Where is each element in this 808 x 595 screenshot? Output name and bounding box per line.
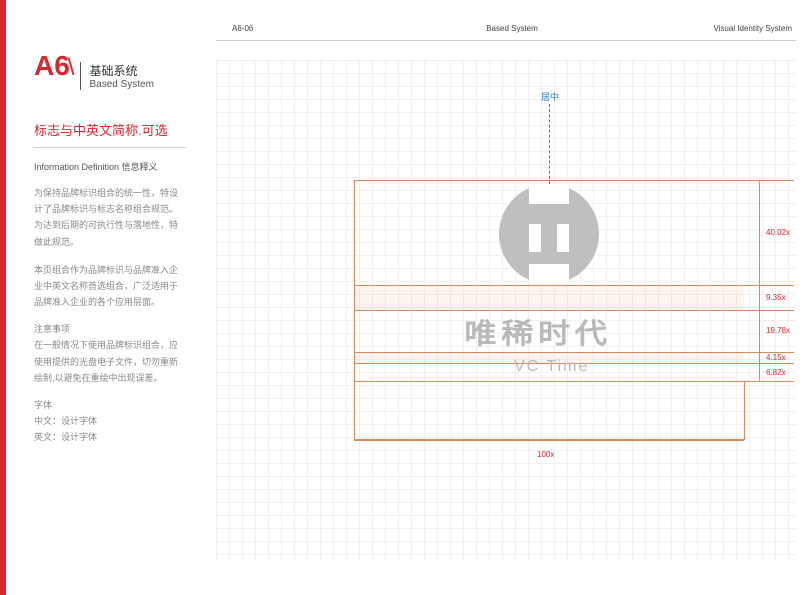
measure-5: 6.82x	[766, 368, 786, 377]
center-label: 居中	[541, 90, 559, 103]
bottom-tick-r	[744, 381, 745, 440]
header-right: Visual Identity System	[713, 24, 792, 33]
measure-bottom: 100x	[537, 450, 554, 459]
bottom-guide	[354, 440, 744, 441]
section-labels: 基础系统 Based System	[80, 62, 153, 90]
h-guide-2	[354, 285, 794, 286]
logo-mark	[499, 184, 599, 284]
section-name-cn: 基础系统	[89, 62, 153, 79]
header-center: Based System	[486, 24, 538, 33]
section-name-en: Based System	[89, 79, 153, 90]
left-panel: A6 \ 基础系统 Based System 标志与中英文简称.可选 Infor…	[6, 0, 204, 595]
section-code: A6	[34, 50, 70, 82]
measure-3: 19.78x	[766, 326, 790, 335]
measure-1: 40.02x	[766, 228, 790, 237]
font-en: 英文：设计字体	[34, 429, 186, 445]
section-slash: \	[68, 54, 75, 82]
notice-body: 在一般情况下使用品牌标识组合，应使用提供的光盘电子文件，切勿重新绘制,以避免在重…	[34, 337, 186, 386]
h-guide-1	[354, 180, 794, 181]
logo-text-en: VC Time	[514, 358, 589, 376]
strip-top	[354, 285, 744, 310]
measure-4: 4.15x	[766, 353, 786, 362]
logo-text-cn: 唯稀时代	[464, 312, 611, 352]
header-left: A6-06	[232, 24, 253, 33]
measure-2: 9.35x	[766, 293, 786, 302]
h-guide-6	[354, 381, 794, 382]
notice-heading: 注意事项	[34, 322, 186, 335]
font-heading: 字体	[34, 398, 186, 411]
header-row: A6-06 Based System Visual Identity Syste…	[232, 24, 792, 33]
header-rule	[216, 40, 796, 41]
h-guide-4	[354, 352, 794, 353]
center-guide-line	[549, 104, 550, 184]
font-cn: 中文：设计字体	[34, 413, 186, 429]
paragraph-1: 为保持品牌标识组合的统一性，特设计了品牌标识与标志名称组合规范。为达到后期的可执…	[34, 185, 186, 250]
page-title: 标志与中英文简称.可选	[34, 120, 186, 148]
bottom-tick-l	[354, 381, 355, 440]
paragraph-2: 本页组合作为品牌标识与品牌准入企业中英文名称首选组合，广泛适用于品牌准入企业的各…	[34, 262, 186, 311]
dim-v-line	[759, 180, 760, 381]
info-definition: Information Definition 信息释义	[34, 160, 186, 173]
canvas: A6-06 Based System Visual Identity Syste…	[204, 0, 808, 595]
h-guide-3	[354, 310, 794, 311]
section-code-block: A6 \ 基础系统 Based System	[34, 50, 186, 90]
